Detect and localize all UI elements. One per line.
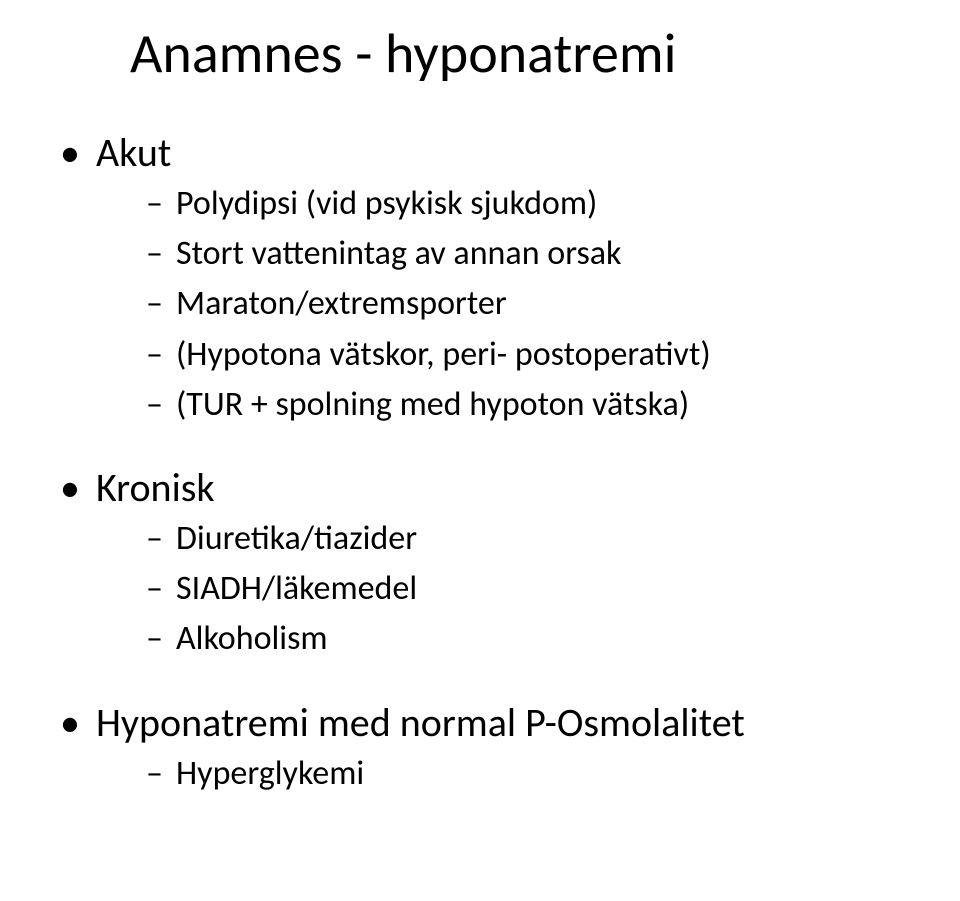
list-text: Maraton/extremsporter [176,283,507,324]
bullet-list: Hyponatremi med normal P-Osmolalitet Hyp… [60,698,920,796]
list-item: SIADH/läkemedel [146,567,920,611]
bullet-list: Kronisk Diuretika/tiazider SIADH/läkemed… [60,463,920,662]
page-title: Anamnes - hyponatremi [130,20,920,88]
list-text: Hyperglykemi [176,753,364,794]
list-item: Akut Polydipsi (vid psykisk sjukdom) Sto… [60,128,920,427]
list-item: Alkoholism [146,617,920,661]
list-item: Hyponatremi med normal P-Osmolalitet Hyp… [60,698,920,796]
bullet-list: Akut Polydipsi (vid psykisk sjukdom) Sto… [60,128,920,427]
list-text: (TUR + spolning med hypoton vätska) [176,384,689,425]
slide: Anamnes - hyponatremi Akut Polydipsi (vi… [0,0,960,901]
section-heading: Kronisk [96,463,215,512]
spacer [40,433,920,463]
list-item: (Hypotona vätskor, peri- postoperativt) [146,333,920,377]
list-text: Alkoholism [176,618,328,659]
spacer [40,668,920,698]
list-item: Kronisk Diuretika/tiazider SIADH/läkemed… [60,463,920,662]
sub-list: Hyperglykemi [146,752,920,796]
list-text: Diuretika/tiazider [176,518,417,559]
section-heading: Hyponatremi med normal P-Osmolalitet [96,698,745,747]
section-heading: Akut [96,128,171,177]
list-item: (TUR + spolning med hypoton vätska) [146,383,920,427]
list-item: Diuretika/tiazider [146,517,920,561]
sub-list: Polydipsi (vid psykisk sjukdom) Stort va… [146,182,920,427]
sub-list: Diuretika/tiazider SIADH/läkemedel Alkoh… [146,517,920,662]
list-item: Polydipsi (vid psykisk sjukdom) [146,182,920,226]
list-text: Polydipsi (vid psykisk sjukdom) [176,183,597,224]
list-item: Stort vattenintag av annan orsak [146,232,920,276]
list-text: (Hypotona vätskor, peri- postoperativt) [176,334,711,375]
list-item: Hyperglykemi [146,752,920,796]
list-item: Maraton/extremsporter [146,282,920,326]
list-text: SIADH/läkemedel [176,568,417,609]
list-text: Stort vattenintag av annan orsak [176,233,622,274]
